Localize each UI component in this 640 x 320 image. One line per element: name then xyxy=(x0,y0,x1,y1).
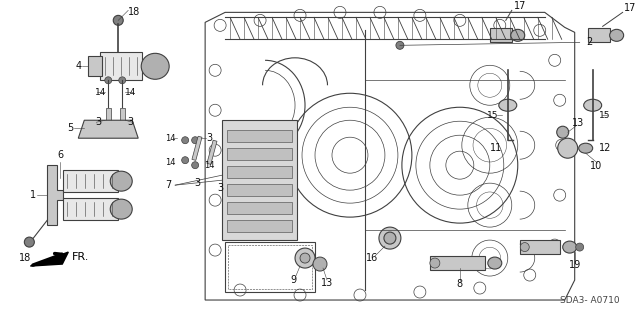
Text: 5: 5 xyxy=(67,123,74,133)
Text: 9: 9 xyxy=(290,275,296,285)
Bar xyxy=(490,28,512,42)
Ellipse shape xyxy=(584,99,602,111)
Circle shape xyxy=(24,237,35,247)
Circle shape xyxy=(576,243,584,251)
Text: 12: 12 xyxy=(598,143,611,153)
Bar xyxy=(106,108,111,136)
Bar xyxy=(88,56,102,76)
Text: 14: 14 xyxy=(125,88,136,97)
Text: 13: 13 xyxy=(321,278,333,288)
Text: SDA3- A0710: SDA3- A0710 xyxy=(560,296,620,305)
Bar xyxy=(207,140,217,164)
Text: 3: 3 xyxy=(217,183,223,193)
Circle shape xyxy=(430,258,440,268)
Polygon shape xyxy=(78,120,138,138)
Text: 13: 13 xyxy=(572,118,584,128)
Text: 14: 14 xyxy=(165,134,175,143)
Circle shape xyxy=(105,77,112,84)
Text: 6: 6 xyxy=(57,150,63,160)
Bar xyxy=(227,130,292,142)
Text: 2: 2 xyxy=(586,37,593,47)
Ellipse shape xyxy=(511,29,525,41)
Text: 17: 17 xyxy=(625,4,637,13)
Ellipse shape xyxy=(610,29,623,41)
Ellipse shape xyxy=(110,199,132,219)
Text: 8: 8 xyxy=(457,279,463,289)
Bar xyxy=(63,170,118,192)
Bar xyxy=(192,136,202,160)
Circle shape xyxy=(182,157,189,164)
Bar xyxy=(120,108,125,136)
Circle shape xyxy=(313,257,327,271)
Text: 18: 18 xyxy=(128,7,140,17)
Ellipse shape xyxy=(499,99,516,111)
Polygon shape xyxy=(30,252,68,266)
Circle shape xyxy=(300,253,310,263)
Circle shape xyxy=(396,41,404,49)
Bar xyxy=(227,220,292,232)
Bar xyxy=(222,120,297,240)
Bar xyxy=(100,52,142,80)
Bar xyxy=(588,28,610,42)
Text: 16: 16 xyxy=(366,253,378,263)
Circle shape xyxy=(191,137,198,144)
Circle shape xyxy=(520,243,529,252)
Bar xyxy=(227,166,292,178)
Circle shape xyxy=(182,137,189,144)
Text: 4: 4 xyxy=(76,61,81,71)
Circle shape xyxy=(119,77,125,84)
Ellipse shape xyxy=(110,171,132,191)
Bar xyxy=(227,202,292,214)
Text: 3: 3 xyxy=(95,117,101,127)
Text: 14: 14 xyxy=(95,88,106,97)
Circle shape xyxy=(557,126,569,138)
Circle shape xyxy=(191,162,198,169)
Text: 15: 15 xyxy=(599,111,611,120)
Text: 3: 3 xyxy=(206,133,212,143)
Circle shape xyxy=(295,248,315,268)
Ellipse shape xyxy=(488,257,502,269)
Text: 14: 14 xyxy=(204,161,214,170)
Text: FR.: FR. xyxy=(72,252,89,262)
Bar xyxy=(225,242,315,292)
Circle shape xyxy=(384,232,396,244)
Bar xyxy=(63,198,118,220)
Bar xyxy=(227,184,292,196)
Bar xyxy=(430,256,485,270)
Bar xyxy=(228,245,312,289)
Text: 10: 10 xyxy=(589,161,602,171)
Text: 3: 3 xyxy=(194,178,200,188)
Bar xyxy=(520,240,560,254)
Ellipse shape xyxy=(141,53,169,79)
Polygon shape xyxy=(47,165,63,225)
Text: 14: 14 xyxy=(165,158,175,167)
Text: 1: 1 xyxy=(30,190,36,200)
Bar xyxy=(227,148,292,160)
Text: 11: 11 xyxy=(490,143,502,153)
Circle shape xyxy=(379,227,401,249)
Circle shape xyxy=(113,15,124,25)
Text: 7: 7 xyxy=(165,180,172,190)
Text: 18: 18 xyxy=(19,253,31,263)
Text: 3: 3 xyxy=(127,117,133,127)
Text: 17: 17 xyxy=(513,1,526,12)
Circle shape xyxy=(557,138,578,158)
Text: 19: 19 xyxy=(568,260,581,270)
Ellipse shape xyxy=(579,143,593,153)
Ellipse shape xyxy=(563,241,577,253)
Text: 15: 15 xyxy=(487,111,499,120)
